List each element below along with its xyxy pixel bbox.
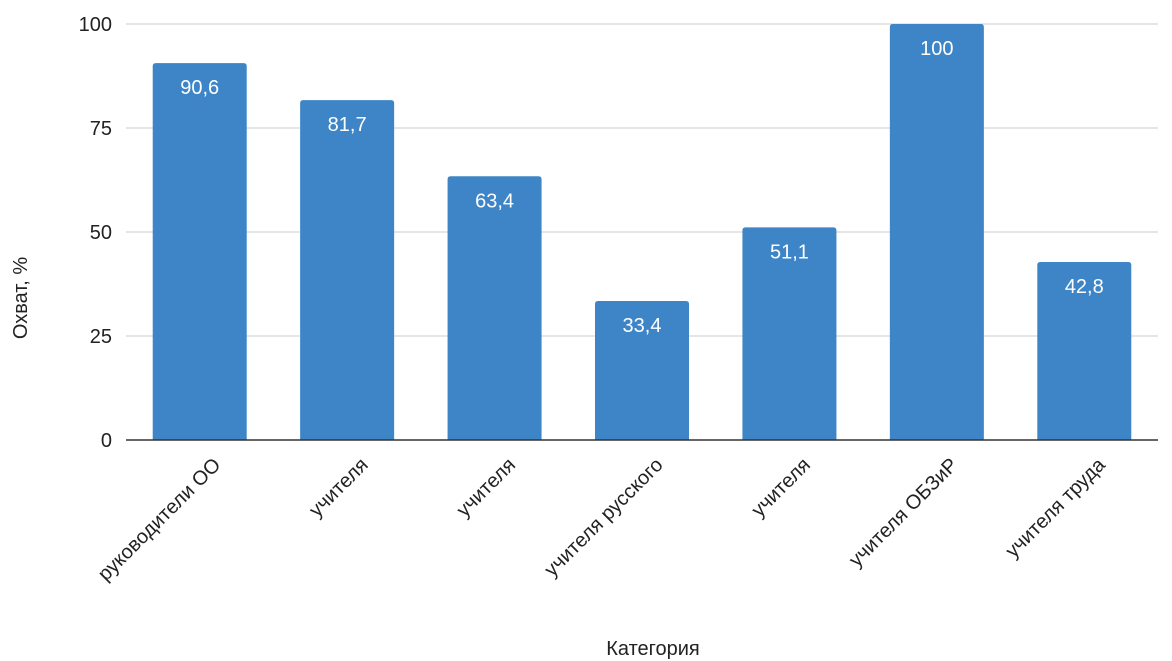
y-axis-ticks: 0 25 50 75 100 xyxy=(79,14,112,452)
bar-value-label: 51,1 xyxy=(770,241,809,263)
y-tick-label: 0 xyxy=(101,430,112,452)
bar-value-label: 63,4 xyxy=(475,190,514,212)
y-tick-label: 50 xyxy=(90,222,112,244)
bar xyxy=(742,227,837,440)
bar-value-labels: 90,6 81,7 63,4 33,4 51,1 100 42,8 xyxy=(180,38,1104,337)
x-tick-label: учителя xyxy=(453,454,521,522)
x-axis-title: Категория xyxy=(606,638,700,660)
y-tick-label: 100 xyxy=(79,14,112,36)
bar-value-label: 42,8 xyxy=(1065,276,1104,298)
x-tick-label: руководители ОО xyxy=(94,454,225,585)
x-tick-label: учителя русского xyxy=(540,454,667,581)
gridlines xyxy=(126,23,1158,337)
x-tick-label: учителя xyxy=(305,454,373,522)
bar-value-label: 81,7 xyxy=(328,114,367,136)
bar-value-label: 100 xyxy=(920,38,953,60)
bar xyxy=(300,100,395,441)
y-tick-label: 25 xyxy=(90,326,112,348)
bar xyxy=(889,24,984,440)
bars xyxy=(152,24,1132,441)
x-tick-label: учителя xyxy=(747,454,815,522)
bar xyxy=(1037,261,1132,440)
x-tick-label: учителя ОБЗиР xyxy=(845,454,962,571)
bar xyxy=(447,176,542,441)
bar xyxy=(595,301,689,440)
y-tick-label: 75 xyxy=(90,118,112,140)
bar-value-label: 90,6 xyxy=(180,77,219,99)
x-axis-ticks: руководители ОО учителя учителя учителя рус… xyxy=(94,453,1111,585)
bar-value-label: 33,4 xyxy=(623,315,662,337)
bar xyxy=(152,63,247,440)
x-tick-label: учителя труда xyxy=(1001,453,1110,562)
y-axis-title: Охват, % xyxy=(10,257,32,339)
